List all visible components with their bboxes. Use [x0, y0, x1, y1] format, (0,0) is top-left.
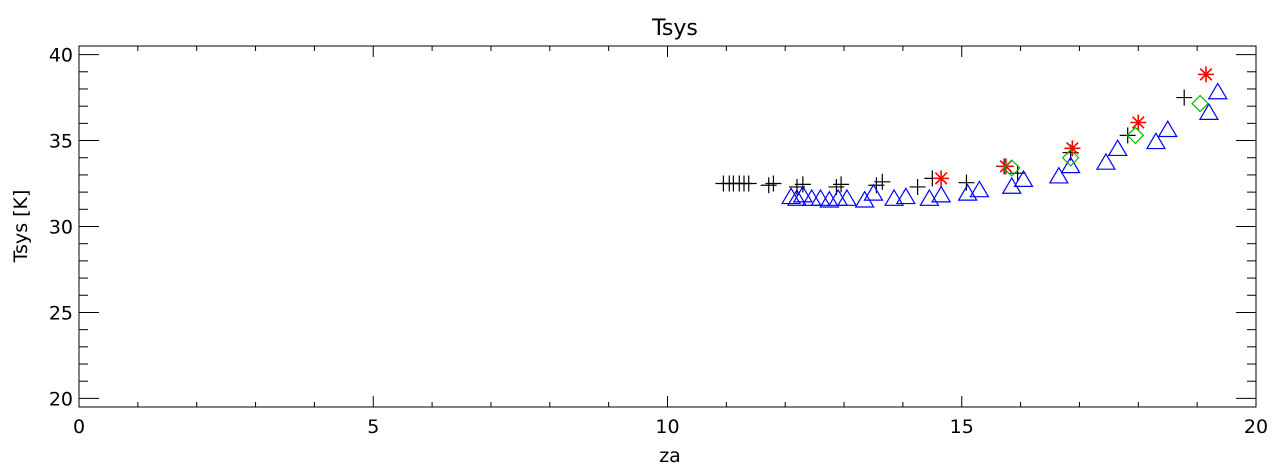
point-plus [1176, 89, 1193, 106]
point-asterisk [1130, 114, 1147, 131]
point-plus [794, 176, 811, 193]
point-triangle [819, 190, 840, 208]
point-diamond [1061, 148, 1080, 167]
point-triangle [895, 187, 916, 205]
x-tick-label: 15 [950, 416, 974, 438]
point-triangle [1048, 166, 1069, 184]
point-triangle [919, 188, 940, 206]
point-triangle [957, 183, 978, 201]
point-triangle [792, 185, 813, 203]
y-tick-label: 35 [49, 131, 73, 153]
plot-frame [78, 45, 1257, 408]
point-plus [1009, 165, 1026, 182]
point-triangle [1145, 132, 1166, 150]
y-axis-label: Tsys [K] [10, 190, 32, 264]
x-tick-label: 0 [73, 416, 85, 438]
point-triangle [969, 180, 990, 198]
y-tick-label: 30 [49, 217, 73, 239]
point-triangle [884, 188, 905, 206]
point-triangle [931, 185, 952, 203]
axis-ticks: 0 5 10 15 20 20 25 30 35 40 [49, 45, 1268, 438]
point-asterisk [1197, 66, 1214, 83]
point-triangle [1001, 176, 1022, 194]
point-diamond [1126, 126, 1145, 145]
point-diamond [1002, 159, 1021, 177]
point-triangle [801, 188, 822, 206]
point-plus [909, 178, 926, 195]
y-tick-label: 25 [49, 302, 73, 324]
point-triangle [786, 188, 808, 206]
point-triangle [1013, 169, 1034, 187]
point-triangle [863, 183, 884, 201]
point-triangle [1060, 156, 1081, 174]
x-tick-label: 20 [1244, 416, 1268, 438]
point-triangle [1107, 138, 1128, 157]
point-asterisk [933, 170, 950, 187]
point-triangle [1207, 82, 1228, 100]
point-triangle [781, 187, 802, 205]
point-triangle [854, 190, 875, 208]
point-triangle [836, 188, 858, 206]
point-triangle [1198, 102, 1219, 120]
point-plus [874, 173, 891, 190]
point-plus [765, 175, 782, 192]
x-axis-label: za [659, 445, 681, 466]
x-tick-label: 10 [655, 416, 679, 438]
point-triangle [1095, 152, 1116, 170]
y-tick-label: 40 [49, 45, 73, 67]
point-triangle [828, 188, 849, 206]
point-asterisk [1064, 140, 1081, 157]
y-tick-label: 20 [49, 388, 73, 410]
point-diamond [1191, 94, 1209, 113]
point-plus [958, 174, 975, 191]
point-plus [833, 176, 850, 193]
point-plus [760, 177, 777, 194]
point-triangle [810, 188, 831, 206]
point-triangle [1157, 120, 1178, 138]
x-tick-label: 5 [367, 416, 379, 438]
point-plus [740, 175, 757, 192]
data-points [715, 66, 1228, 208]
chart-title: Tsys [651, 16, 698, 41]
